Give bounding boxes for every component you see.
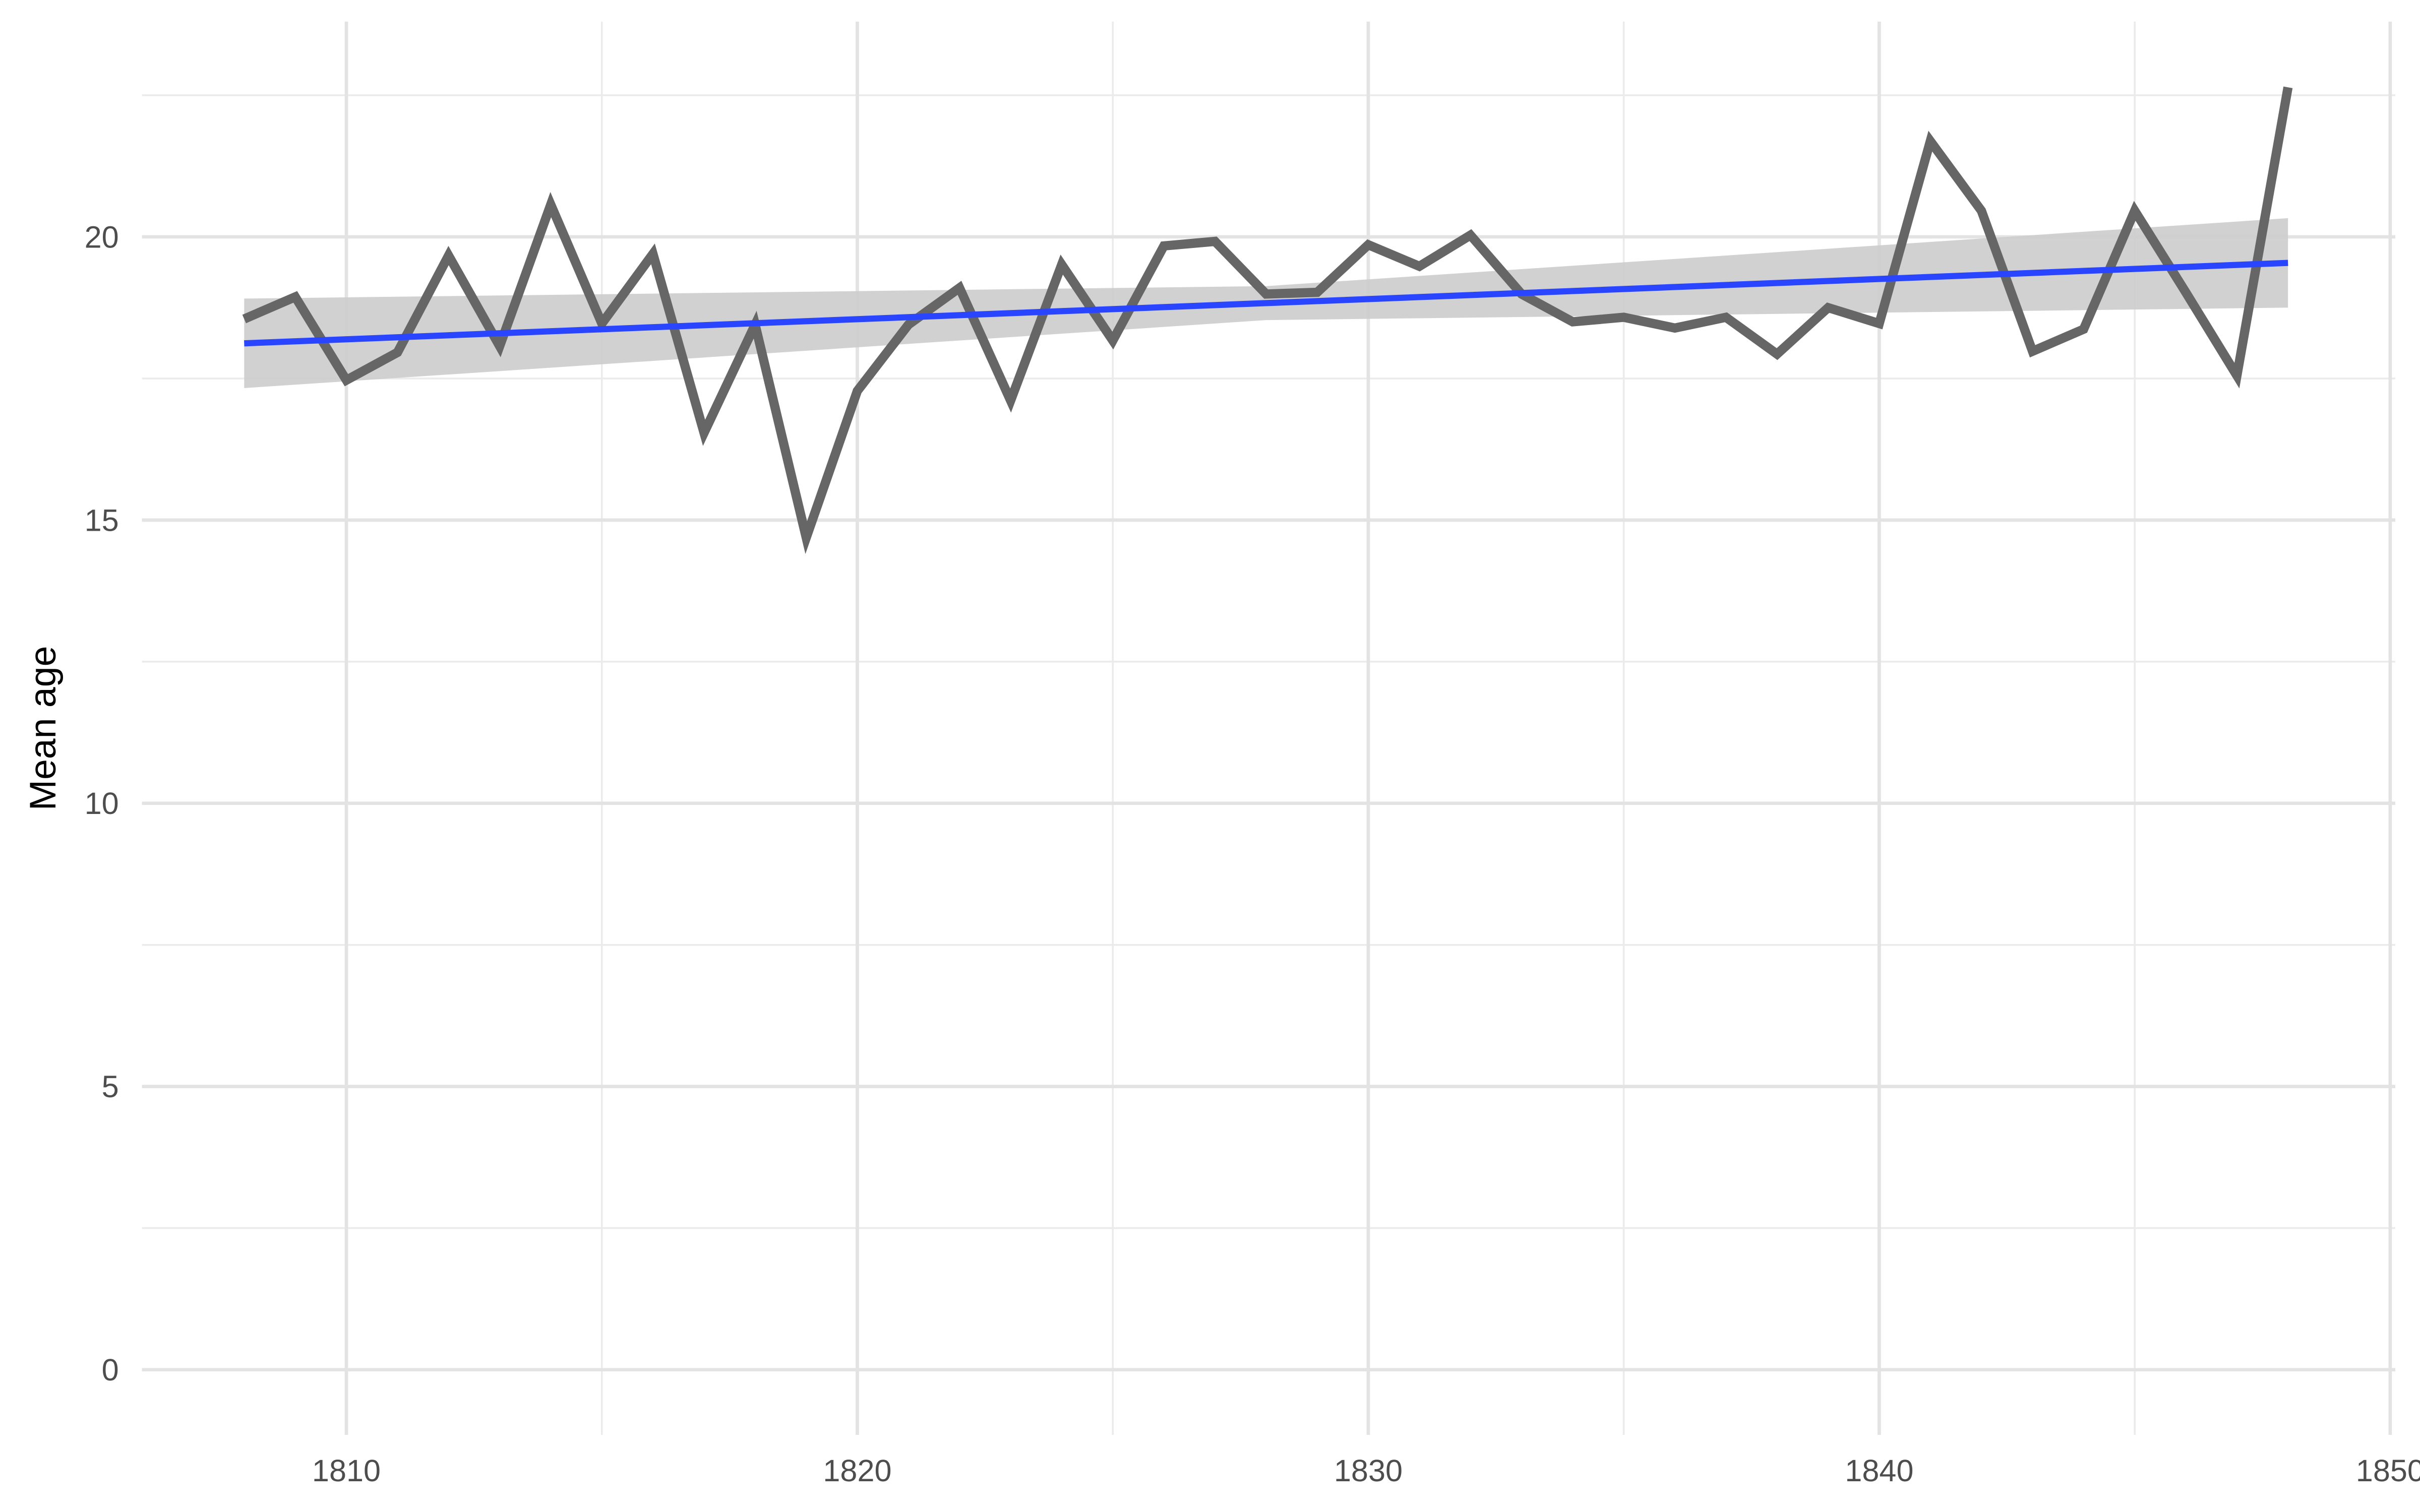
y-tick-label: 5 <box>102 1069 119 1104</box>
y-tick-label: 15 <box>85 503 119 537</box>
x-tick-label: 1820 <box>823 1454 891 1488</box>
trend-line <box>244 260 2288 347</box>
data-line <box>242 86 2293 554</box>
x-tick-label: 1810 <box>312 1454 381 1488</box>
y-tick-label: 0 <box>102 1353 119 1387</box>
y-tick-label: 20 <box>85 220 119 254</box>
x-tick-label: 1840 <box>1845 1454 1913 1488</box>
x-tick-label: 1830 <box>1334 1454 1403 1488</box>
y-tick-label: 10 <box>85 786 119 821</box>
y-axis-title: Mean age <box>22 646 64 811</box>
x-tick-label: 1850 <box>2356 1454 2420 1488</box>
